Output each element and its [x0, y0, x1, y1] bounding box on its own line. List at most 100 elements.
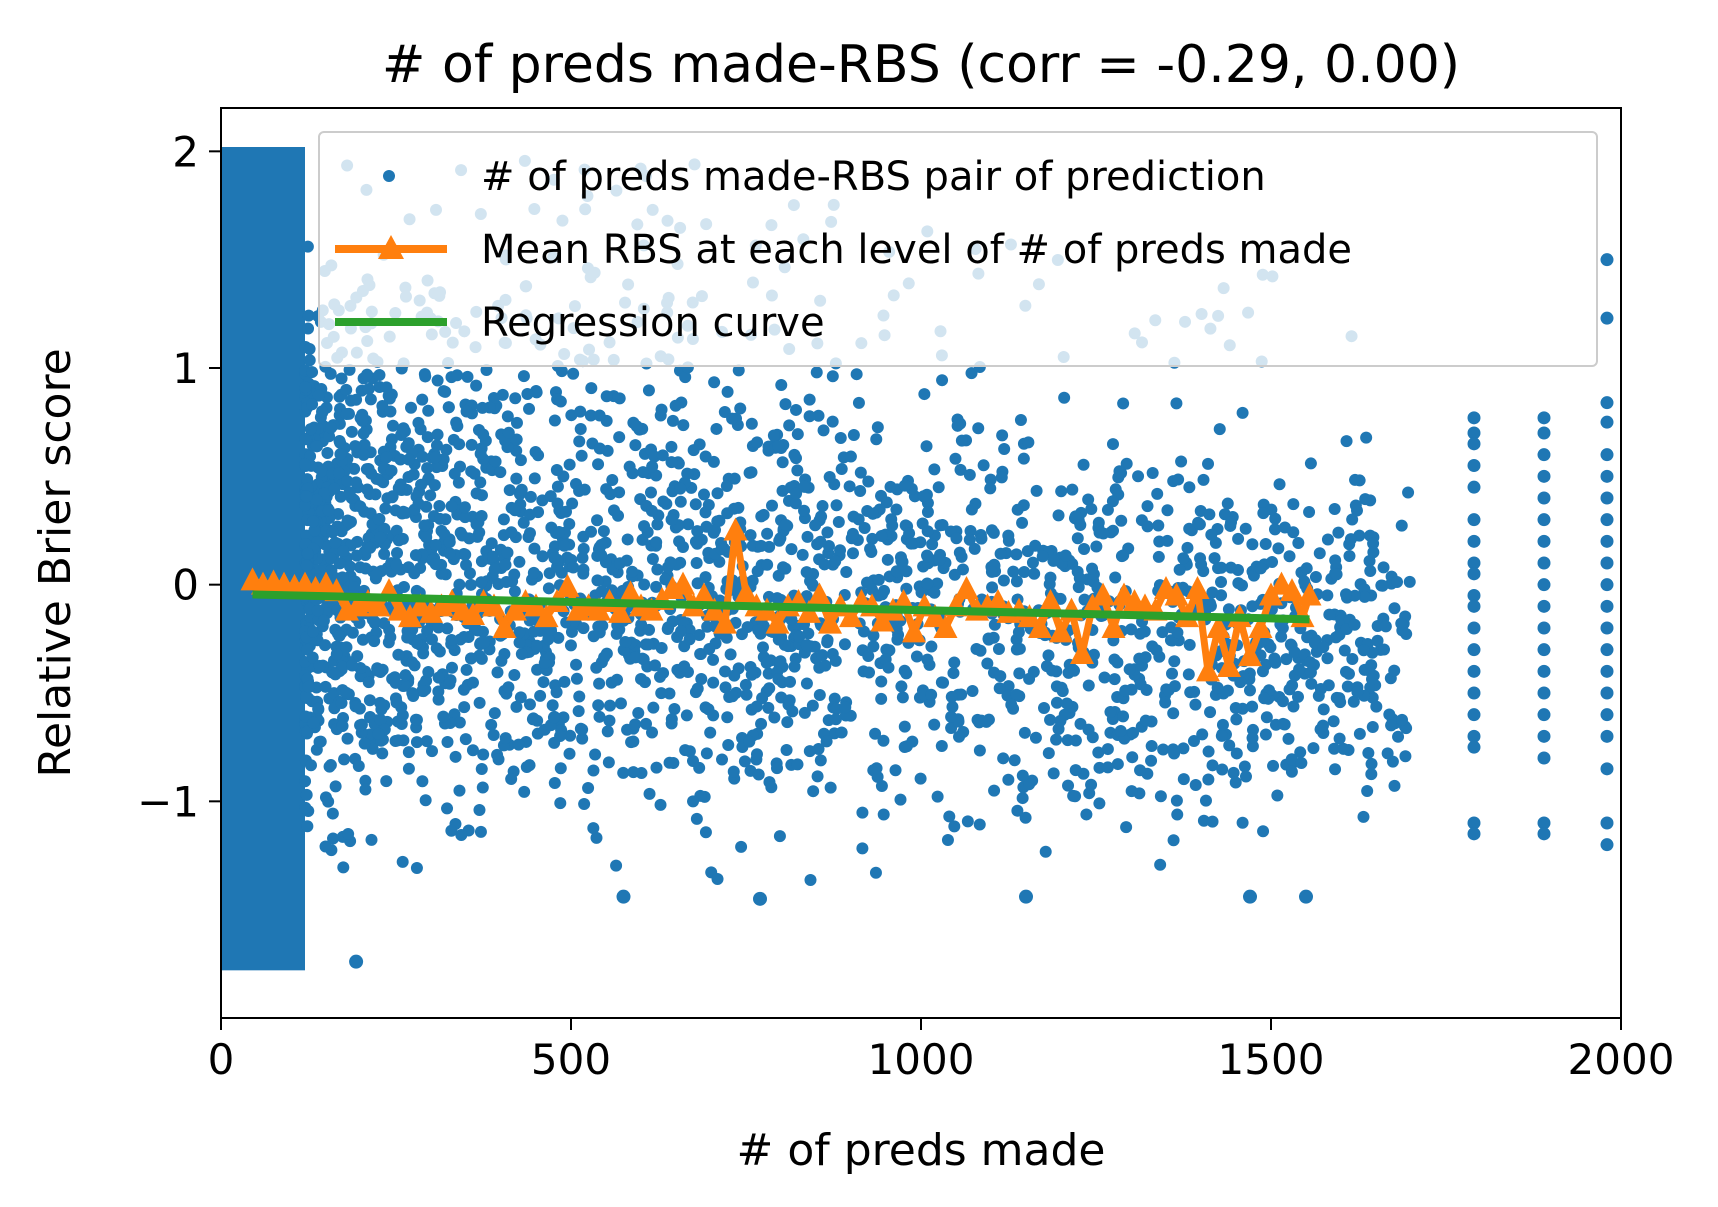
scatter-point	[719, 681, 732, 694]
y-tick-label: 0	[172, 561, 199, 610]
scatter-point	[550, 463, 563, 476]
scatter-point	[627, 766, 640, 779]
scatter-point	[818, 558, 831, 571]
scatter-point	[345, 425, 358, 438]
scatter-point	[1092, 516, 1105, 529]
scatter-point	[872, 573, 885, 586]
scatter-point	[693, 761, 706, 774]
scatter-point	[299, 801, 312, 814]
scatter-point	[462, 631, 475, 644]
scatter-point	[475, 576, 488, 589]
scatter-point	[862, 475, 875, 488]
scatter-point	[1167, 707, 1180, 720]
scatter-point	[1187, 735, 1200, 748]
scatter-point	[1537, 491, 1551, 505]
scatter-point	[1060, 697, 1073, 710]
scatter-point	[576, 732, 589, 745]
scatter-point	[974, 644, 987, 657]
scatter-point	[801, 530, 814, 543]
scatter-point	[396, 423, 409, 436]
scatter-point	[1346, 513, 1359, 526]
scatter-point	[948, 820, 961, 833]
scatter-point	[429, 558, 442, 571]
scatter-point	[1055, 485, 1068, 498]
scatter-point	[1243, 889, 1257, 904]
scatter-point	[1232, 577, 1245, 590]
scatter-point	[582, 782, 595, 795]
scatter-point	[1349, 473, 1362, 486]
scatter-point	[1224, 561, 1237, 574]
scatter-point	[950, 532, 963, 545]
scatter-point	[987, 631, 1000, 644]
scatter-point	[1132, 470, 1145, 483]
scatter-point	[1182, 668, 1195, 681]
mean-marker	[1297, 582, 1322, 606]
scatter-point	[1287, 498, 1300, 511]
scatter-point	[932, 481, 945, 494]
scatter-point	[307, 716, 320, 729]
scatter-point	[751, 436, 764, 449]
scatter-point	[1383, 708, 1396, 721]
scatter-point	[784, 675, 797, 688]
scatter-point	[565, 625, 578, 638]
scatter-point	[850, 368, 863, 381]
scatter-point	[1377, 643, 1390, 656]
scatter-point	[410, 637, 423, 650]
scatter-point	[948, 568, 961, 581]
scatter-point	[1225, 516, 1238, 529]
scatter-point	[900, 565, 913, 578]
scatter-point	[343, 486, 356, 499]
scatter-point	[963, 533, 976, 546]
scatter-point	[1168, 747, 1181, 760]
scatter-point	[948, 656, 961, 669]
scatter-point	[374, 531, 387, 544]
mean-marker	[818, 610, 842, 634]
scatter-point	[1139, 714, 1152, 727]
scatter-point	[933, 553, 946, 566]
scatter-point	[474, 825, 487, 838]
scatter-point	[593, 710, 606, 723]
scatter-point	[900, 667, 913, 680]
scatter-point	[601, 444, 614, 457]
scatter-point	[564, 729, 577, 742]
scatter-point	[301, 240, 314, 253]
scatter-point	[679, 371, 692, 384]
scatter-point	[1340, 435, 1353, 448]
scatter-point	[1215, 576, 1228, 589]
scatter-point	[1059, 549, 1072, 562]
scatter-point	[1467, 534, 1481, 548]
scatter-point	[734, 402, 747, 415]
scatter-point	[432, 671, 445, 684]
scatter-point	[302, 680, 315, 693]
scatter-point	[691, 682, 704, 695]
scatter-point	[527, 566, 540, 579]
scatter-point	[677, 419, 690, 432]
scatter-point	[765, 781, 778, 794]
scatter-point	[988, 784, 1001, 797]
scatter-point	[1236, 816, 1249, 829]
scatter-point	[1309, 570, 1322, 583]
scatter-point	[1366, 673, 1379, 686]
scatter-point	[1052, 509, 1065, 522]
scatter-point	[910, 650, 923, 663]
scatter-point	[1600, 686, 1614, 700]
scatter-point	[1329, 554, 1342, 567]
scatter-point	[362, 382, 375, 395]
scatter-point	[796, 548, 809, 561]
scatter-point	[1537, 556, 1551, 570]
scatter-point	[676, 540, 689, 553]
scatter-point	[1093, 797, 1106, 810]
scatter-point	[947, 667, 960, 680]
scatter-point	[1038, 702, 1051, 715]
scatter-point	[1114, 724, 1127, 737]
scatter-point	[790, 403, 803, 416]
scatter-point	[1108, 653, 1121, 666]
scatter-point	[642, 638, 655, 651]
scatter-point	[875, 692, 888, 705]
scatter-point	[678, 660, 691, 673]
scatter-point	[926, 538, 939, 551]
scatter-point	[674, 495, 687, 508]
scatter-point	[319, 840, 332, 853]
scatter-point	[1066, 483, 1079, 496]
scatter-point	[1537, 448, 1551, 462]
